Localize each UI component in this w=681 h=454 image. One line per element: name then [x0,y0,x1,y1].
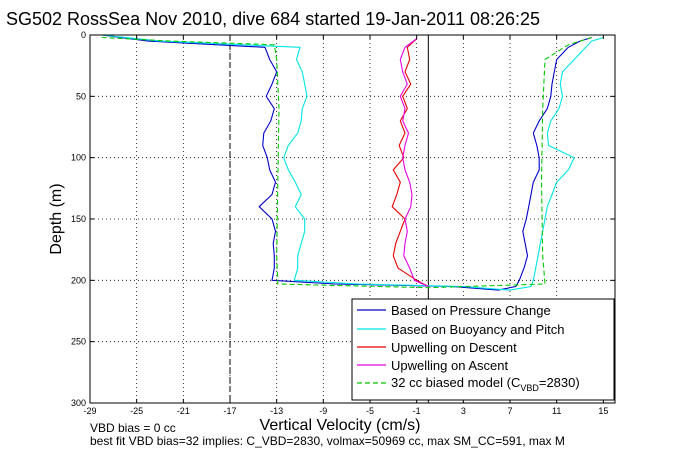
legend-model-suffix: =2830) [539,375,580,390]
series-line-upwelling-descent [391,38,429,287]
y-axis-label: Depth (m) [48,183,65,254]
x-tick-label: -17 [223,406,236,416]
x-tick-label: 3 [461,406,466,416]
annotation-vbd-bias: VBD bias = 0 cc [90,421,176,435]
series-line-upwelling-ascent [399,38,429,288]
annotation-best-fit: best fit VBD bias=32 implies: C_VBD=2830… [90,434,565,448]
y-tick-label: 50 [76,91,86,101]
x-tick-label: -25 [130,406,143,416]
legend-model-prefix: 32 cc biased model (C [391,375,520,390]
x-tick-label: -21 [177,406,190,416]
legend: Based on Pressure Change Based on Buoyan… [351,298,615,401]
y-tick-labels: 0 50 100 150 200 250 300 [71,30,86,408]
y-tick-label: 200 [71,275,86,285]
chart-title: SG502 RossSea Nov 2010, dive 684 started… [6,9,540,29]
series-line-buoyancy-pitch [101,34,604,291]
y-tick-label: 100 [71,153,86,163]
x-tick-labels: -29 -25 -21 -17 -13 -9 -5 -1 3 7 11 15 [83,406,608,416]
y-tick-label: 300 [71,398,86,408]
series-group [101,34,604,291]
legend-label-up-ascent: Upwelling on Ascent [391,358,508,373]
x-tick-label: 15 [598,406,608,416]
x-tick-label: -9 [319,406,327,416]
legend-label-pressure: Based on Pressure Change [391,303,551,318]
legend-label-buoyancy: Based on Buoyancy and Pitch [391,322,564,337]
legend-model-subscript: VBD [520,383,539,393]
y-tick-label: 0 [81,30,86,40]
x-axis-label: Vertical Velocity (cm/s) [260,417,421,434]
y-tick-label: 150 [71,214,86,224]
x-tick-label: -13 [270,406,283,416]
x-tick-label: 7 [507,406,512,416]
series-line-biased-model [101,36,592,289]
legend-label-up-descent: Upwelling on Descent [391,340,517,355]
x-tick-label: -1 [413,406,421,416]
y-tick-label: 250 [71,337,86,347]
legend-label-model: 32 cc biased model (CVBD=2830) [391,375,580,393]
x-tick-label: -29 [83,406,96,416]
x-tick-label: 11 [552,406,561,416]
legend-box [351,298,615,401]
series-line-pressure-change [101,34,592,291]
x-tick-label: -5 [366,406,374,416]
